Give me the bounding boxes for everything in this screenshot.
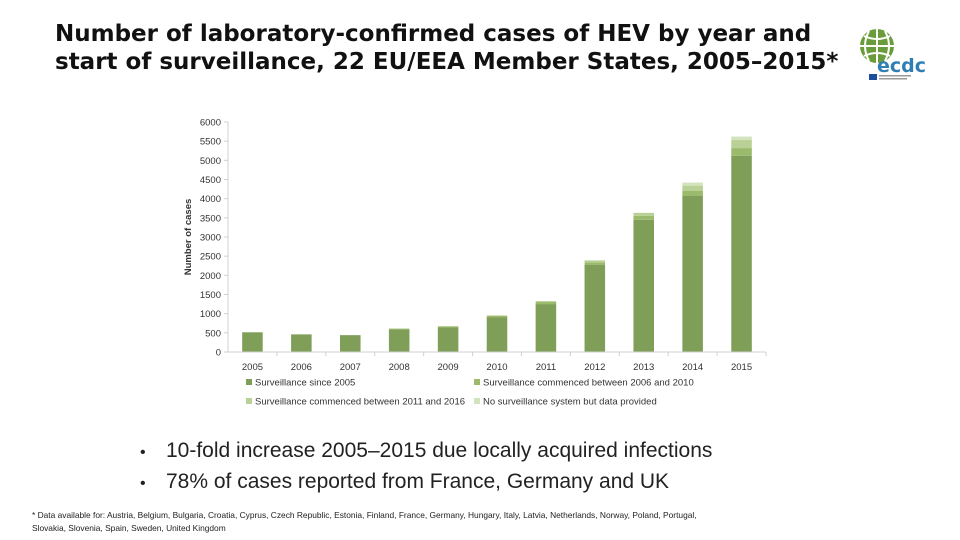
footnote: * Data available for: Austria, Belgium, … bbox=[32, 510, 697, 533]
bar-segment bbox=[731, 136, 752, 141]
y-tick-label: 1000 bbox=[200, 309, 221, 320]
bar-segment bbox=[682, 182, 703, 186]
x-tick-label: 2009 bbox=[438, 362, 459, 373]
x-tick-label: 2008 bbox=[389, 362, 410, 373]
x-tick-label: 2013 bbox=[633, 362, 654, 373]
bullet-item: • 78% of cases reported from France, Germ… bbox=[140, 467, 712, 498]
bar-segment bbox=[633, 212, 654, 216]
bar-segment bbox=[291, 334, 312, 352]
x-tick-label: 2011 bbox=[536, 362, 556, 373]
y-axis-label: Number of cases bbox=[183, 199, 194, 276]
y-tick-label: 0 bbox=[216, 348, 221, 359]
bar-segment bbox=[584, 262, 606, 265]
bullet-text-1: 10-fold increase 2005–2015 due locally a… bbox=[166, 439, 713, 462]
legend-swatch bbox=[474, 379, 480, 385]
ecdc-logo: ecdc bbox=[860, 29, 926, 80]
logo-text: ecdc bbox=[877, 55, 926, 77]
y-tick-label: 1500 bbox=[200, 290, 221, 301]
y-tick-label: 6000 bbox=[200, 118, 221, 129]
x-tick-label: 2014 bbox=[682, 362, 703, 373]
bar-segment bbox=[682, 185, 703, 191]
bar-segment bbox=[731, 155, 752, 352]
y-tick-label: 3000 bbox=[200, 233, 221, 244]
x-tick-label: 2006 bbox=[291, 362, 312, 373]
y-tick-label: 4500 bbox=[200, 175, 221, 186]
bar-segment bbox=[486, 317, 508, 352]
bar-segment bbox=[731, 148, 752, 156]
bar-segment bbox=[388, 329, 410, 352]
bar-segment bbox=[437, 326, 459, 328]
legend-label: Surveillance since 2005 bbox=[255, 378, 355, 389]
x-tick-label: 2007 bbox=[340, 362, 361, 373]
bullet-list: • 10-fold increase 2005–2015 due locally … bbox=[140, 436, 712, 498]
legend-label: Surveillance commenced between 2011 and … bbox=[255, 397, 465, 408]
legend-swatch bbox=[474, 398, 480, 404]
y-tick-label: 5000 bbox=[200, 156, 221, 167]
x-tick-label: 2005 bbox=[242, 362, 263, 373]
legend-swatch bbox=[246, 398, 252, 404]
x-tick-label: 2010 bbox=[486, 362, 507, 373]
eu-flag-icon bbox=[869, 74, 877, 80]
x-tick-label: 2012 bbox=[584, 362, 605, 373]
bar-segment bbox=[682, 195, 703, 352]
bar-segment bbox=[633, 215, 654, 220]
y-tick-label: 3500 bbox=[200, 213, 221, 224]
bar-segment bbox=[682, 191, 703, 196]
bar-segment bbox=[633, 219, 654, 352]
bar-segment bbox=[486, 315, 508, 318]
bar-segment bbox=[535, 304, 557, 352]
legend-label: No surveillance system but data provided bbox=[483, 397, 657, 408]
bar-segment bbox=[584, 264, 606, 352]
bar-segment bbox=[388, 328, 410, 330]
slide-title: Number of laboratory-confirmed cases of … bbox=[55, 21, 839, 75]
legend-label: Surveillance commenced between 2006 and … bbox=[483, 378, 694, 389]
bar-segment bbox=[340, 335, 361, 352]
y-tick-label: 500 bbox=[205, 328, 221, 339]
x-tick-label: 2015 bbox=[731, 362, 752, 373]
bar-segment bbox=[535, 301, 557, 305]
bullet-item: • 10-fold increase 2005–2015 due locally … bbox=[140, 436, 712, 467]
bar-segment bbox=[437, 327, 459, 352]
bar-segment bbox=[731, 140, 752, 149]
bullet-text-2: 78% of cases reported from France, Germa… bbox=[166, 470, 670, 493]
y-tick-label: 4000 bbox=[200, 194, 221, 205]
bar-segment bbox=[242, 332, 263, 352]
y-tick-label: 2500 bbox=[200, 252, 221, 263]
y-tick-label: 2000 bbox=[200, 271, 221, 282]
legend-swatch bbox=[246, 379, 252, 385]
y-tick-label: 5500 bbox=[200, 137, 221, 148]
bar-segment bbox=[584, 260, 606, 263]
globe-logo-icon bbox=[860, 29, 894, 63]
